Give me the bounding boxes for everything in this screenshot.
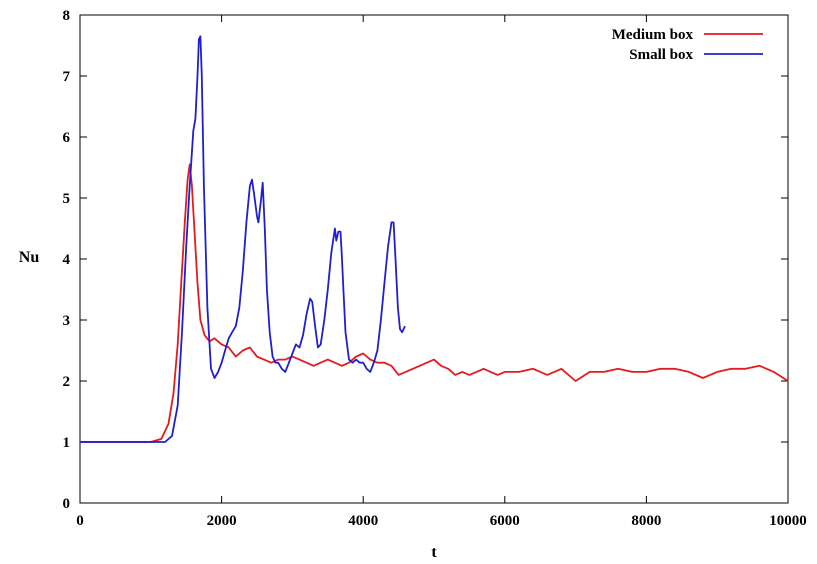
series-line-small-box	[80, 35, 406, 443]
y-tick-label: 8	[63, 8, 71, 24]
legend-label: Medium box	[612, 27, 694, 43]
y-tick-label: 6	[63, 130, 71, 146]
y-tick-label: 1	[63, 435, 71, 451]
y-tick-label: 5	[63, 191, 71, 207]
series-line-medium-box	[80, 163, 789, 443]
x-tick-label: 4000	[348, 513, 378, 529]
x-axis-label: t	[431, 544, 437, 561]
series-layer	[80, 35, 789, 443]
y-tick-label: 4	[63, 252, 71, 268]
x-tick-label: 2000	[207, 513, 237, 529]
y-tick-label: 0	[63, 496, 71, 512]
y-tick-label: 2	[63, 374, 71, 390]
y-tick-label: 7	[63, 69, 71, 85]
axis-ticks: 0 2000 4000 6000 8000 10000 0 1 2 3 4 5 6 7 8	[63, 8, 807, 529]
x-tick-label: 10000	[769, 513, 807, 529]
legend-label: Small box	[629, 47, 693, 63]
x-tick-label: 8000	[631, 513, 661, 529]
legend: Medium box Small box	[612, 27, 763, 63]
y-tick-label: 3	[63, 313, 71, 329]
y-axis-label: Nu	[19, 249, 40, 266]
x-tick-label: 6000	[490, 513, 520, 529]
x-tick-label: 0	[76, 513, 84, 529]
